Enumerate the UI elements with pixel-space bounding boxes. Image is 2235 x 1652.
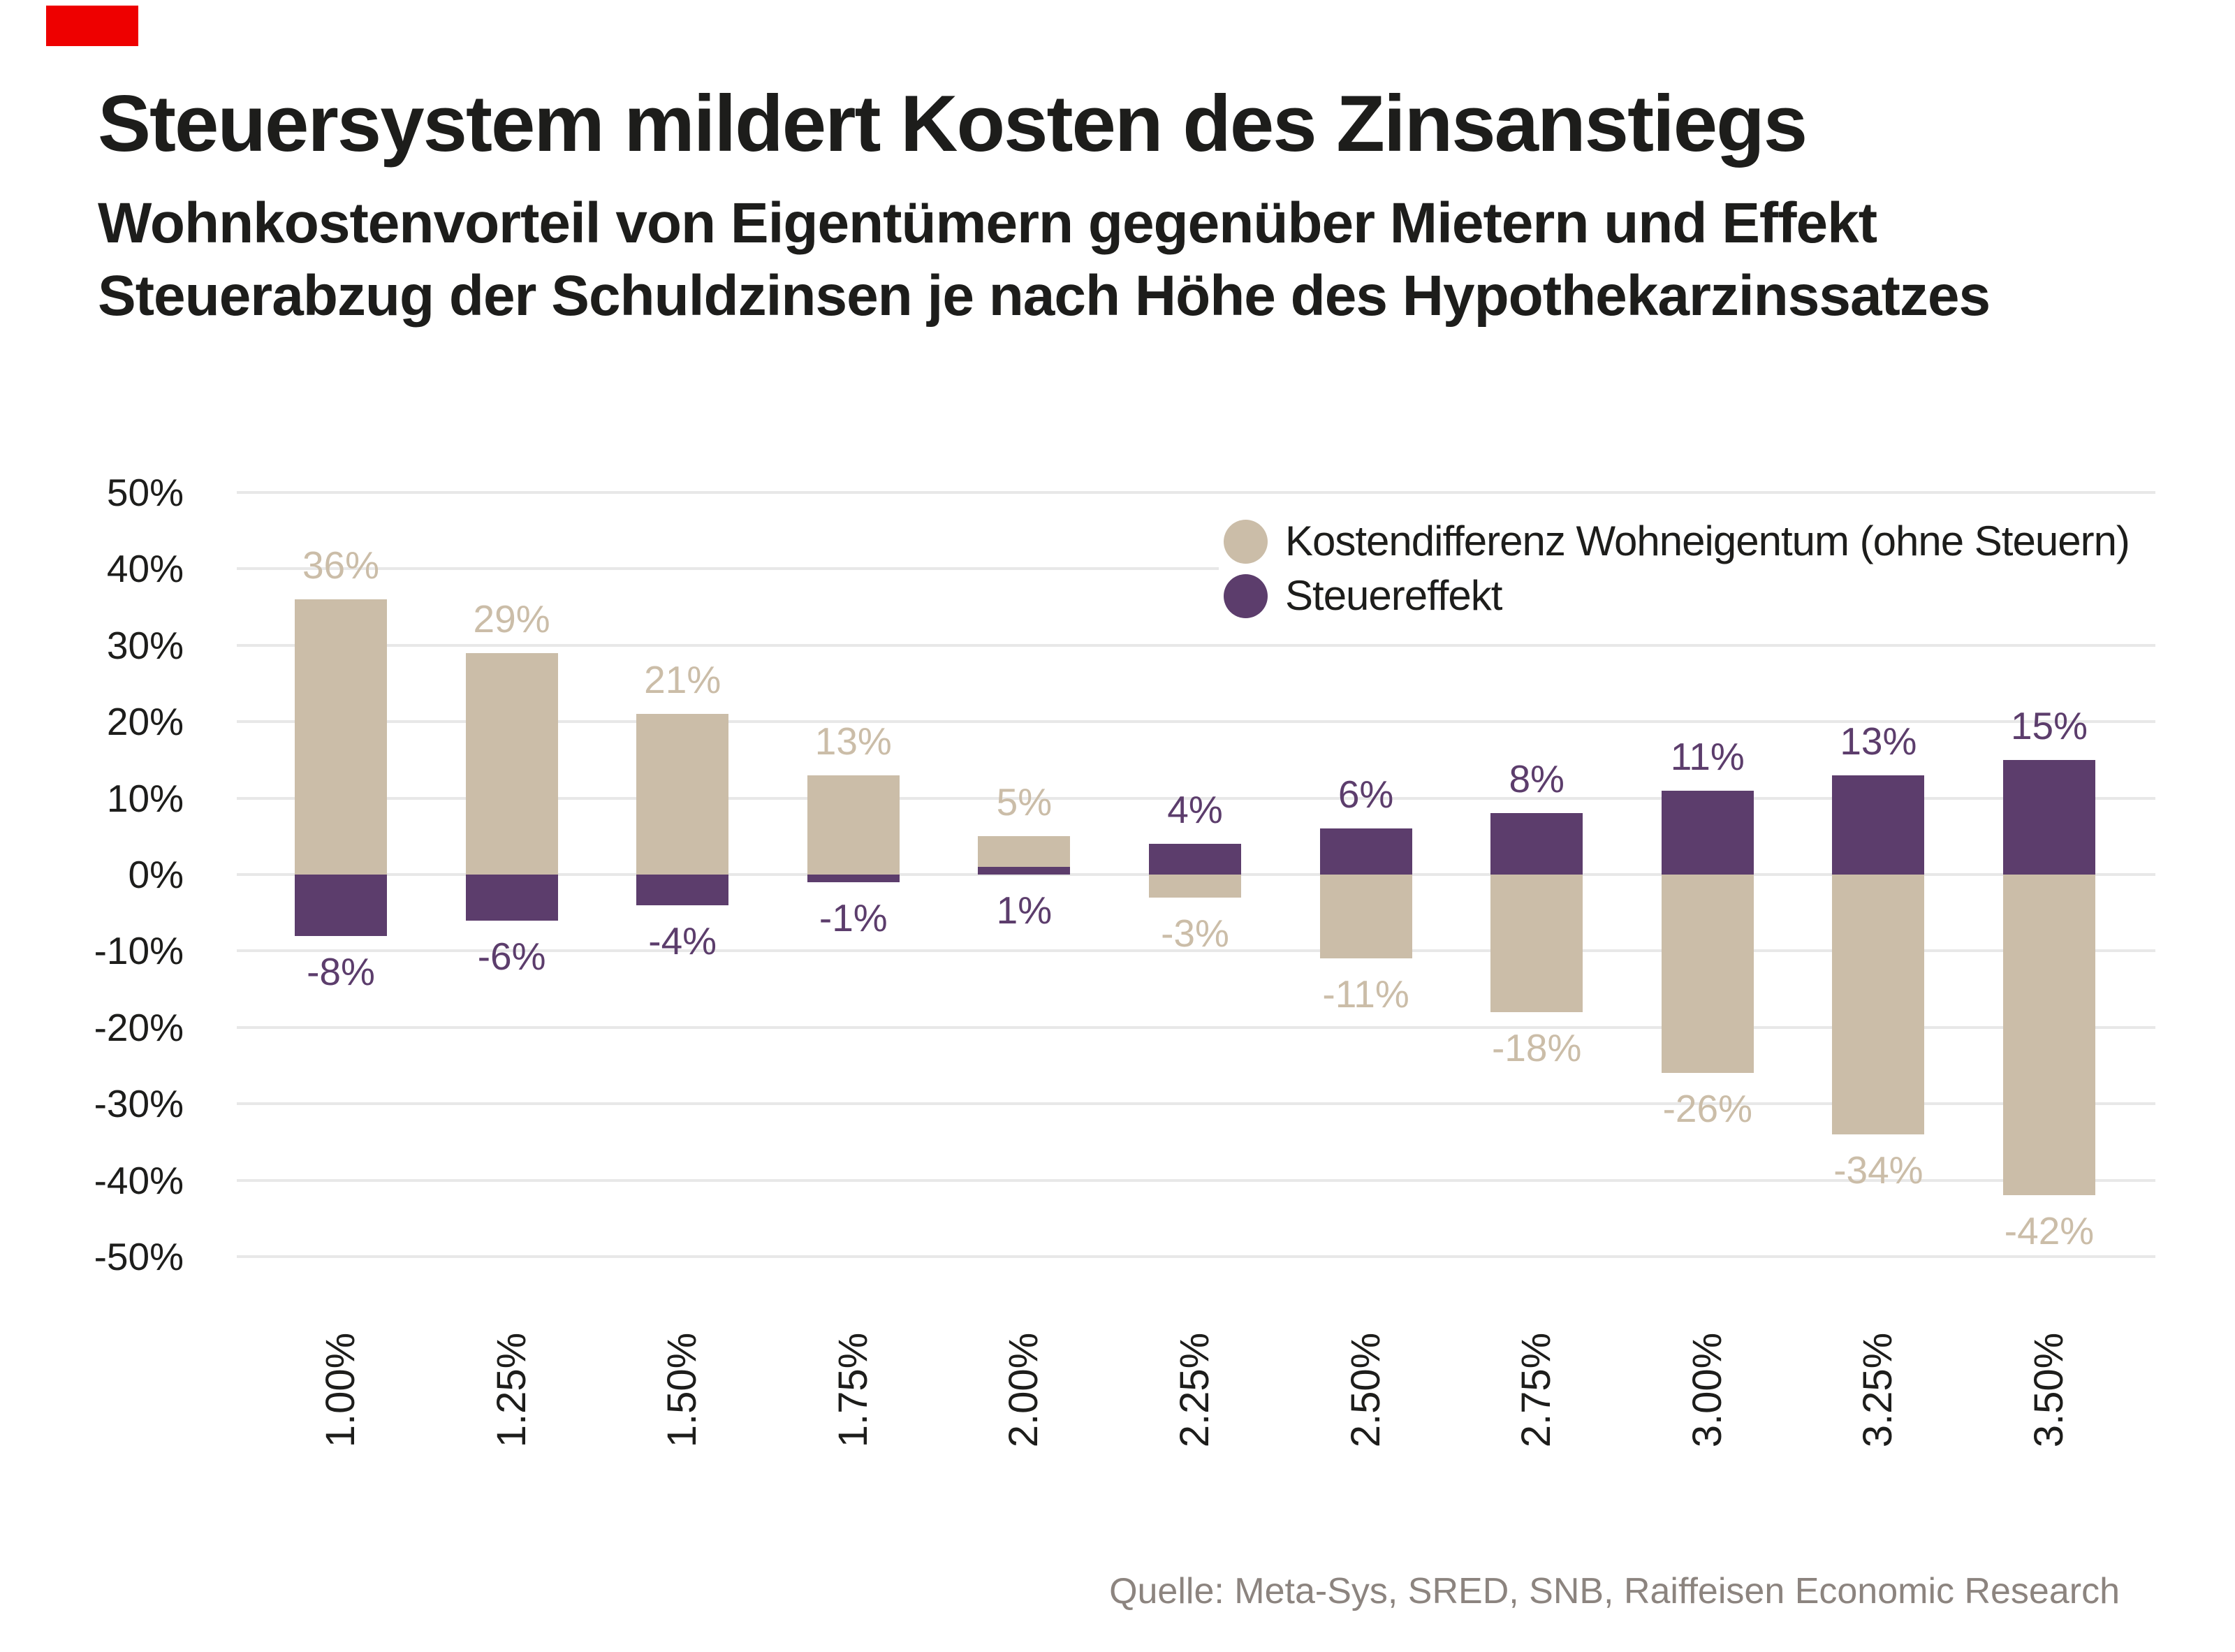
y-axis-label-30%: 30%	[106, 623, 184, 667]
gridline--10%	[237, 949, 2155, 953]
gridline-50%	[237, 491, 2155, 494]
brand-mark	[46, 6, 138, 46]
bar-kostendifferenz-3.50%	[2003, 875, 2095, 1196]
y-axis-label-20%: 20%	[106, 700, 184, 744]
x-axis-label-1.50%: 1.50%	[659, 1332, 705, 1448]
y-axis-label-10%: 10%	[106, 776, 184, 820]
data-label-steuereffekt-1.25%: -6%	[477, 934, 546, 978]
x-axis-label-3.25%: 3.25%	[1855, 1332, 1901, 1448]
bar-steuereffekt-3.00%	[1661, 790, 1754, 875]
gridline-20%	[237, 720, 2155, 724]
y-axis-label--50%: -50%	[94, 1235, 184, 1278]
legend-label-kostendifferenz: Kostendifferenz Wohneigentum (ohne Steue…	[1285, 518, 2130, 564]
legend: Kostendifferenz Wohneigentum (ohne Steue…	[1219, 497, 2155, 636]
data-label-kostendifferenz-1.00%: 36%	[302, 543, 380, 587]
data-label-kostendifferenz-2.50%: -11%	[1322, 972, 1409, 1016]
data-label-steuereffekt-2.25%: 4%	[1167, 788, 1223, 832]
y-axis-label-40%: 40%	[106, 547, 184, 591]
data-label-kostendifferenz-2.25%: -3%	[1161, 911, 1229, 955]
data-label-steuereffekt-3.00%: 11%	[1670, 734, 1745, 778]
x-axis-label-2.00%: 2.00%	[1001, 1332, 1047, 1448]
legend-swatch-kostendifferenz-icon	[1224, 520, 1268, 564]
data-label-steuereffekt-2.50%: 6%	[1338, 773, 1394, 817]
x-axis-label-1.00%: 1.00%	[318, 1332, 363, 1448]
y-axis-label--20%: -20%	[94, 1005, 184, 1049]
x-axis-label-2.75%: 2.75%	[1514, 1332, 1560, 1448]
y-axis-label-0%: 0%	[128, 853, 184, 896]
bar-steuereffekt-2.75%	[1490, 813, 1583, 875]
bar-steuereffekt-1.75%	[807, 875, 900, 882]
y-axis-label--30%: -30%	[94, 1082, 184, 1126]
legend-label-steuereffekt: Steuereffekt	[1285, 572, 1502, 619]
bar-kostendifferenz-3.00%	[1661, 875, 1754, 1074]
y-axis-label-50%: 50%	[106, 471, 184, 514]
x-axis-label-3.00%: 3.00%	[1684, 1332, 1730, 1448]
bar-kostendifferenz-1.00%	[295, 599, 387, 875]
bar-kostendifferenz-3.25%	[1832, 875, 1925, 1134]
data-label-steuereffekt-3.50%: 15%	[2010, 703, 2088, 747]
data-label-kostendifferenz-3.00%: -26%	[1662, 1087, 1752, 1131]
x-axis-label-2.50%: 2.50%	[1342, 1332, 1388, 1448]
data-label-kostendifferenz-2.75%: -18%	[1491, 1025, 1582, 1069]
gridline--40%	[237, 1178, 2155, 1182]
bar-steuereffekt-2.00%	[978, 867, 1071, 875]
data-label-kostendifferenz-3.25%: -34%	[1833, 1148, 1923, 1192]
gridline--20%	[237, 1025, 2155, 1029]
gridline--30%	[237, 1102, 2155, 1106]
bar-steuereffekt-2.25%	[1149, 844, 1241, 875]
gridline-30%	[237, 643, 2155, 647]
x-axis-label-2.25%: 2.25%	[1172, 1332, 1217, 1448]
legend-swatch-steuereffekt-icon	[1224, 574, 1268, 618]
bar-steuereffekt-1.50%	[636, 875, 729, 905]
data-label-steuereffekt-1.00%: -8%	[307, 949, 375, 993]
bar-kostendifferenz-2.50%	[1319, 875, 1412, 959]
bar-kostendifferenz-2.75%	[1490, 875, 1583, 1012]
subtitle-line-1: Wohnkostenvorteil von Eigentümern gegenü…	[98, 191, 1877, 255]
y-axis-label--10%: -10%	[94, 929, 184, 973]
data-label-steuereffekt-3.25%: 13%	[1840, 719, 1917, 763]
data-label-kostendifferenz-1.25%: 29%	[473, 597, 550, 641]
bar-kostendifferenz-1.25%	[465, 652, 558, 875]
y-axis-label--40%: -40%	[94, 1158, 184, 1202]
data-label-steuereffekt-1.50%: -4%	[648, 919, 717, 963]
bar-steuereffekt-1.25%	[465, 875, 558, 921]
x-axis-label-1.75%: 1.75%	[830, 1332, 876, 1448]
data-label-kostendifferenz-2.00%: 5%	[996, 780, 1053, 824]
bar-steuereffekt-1.00%	[295, 875, 387, 936]
page-title: Steuersystem mildert Kosten des Zinsanst…	[98, 80, 1808, 168]
bar-kostendifferenz-1.50%	[636, 714, 729, 875]
x-axis-label-3.50%: 3.50%	[2026, 1332, 2072, 1448]
x-axis-label-1.25%: 1.25%	[488, 1332, 534, 1448]
data-label-steuereffekt-2.75%: 8%	[1509, 757, 1564, 801]
subtitle-line-2: Steuerabzug der Schuldzinsen je nach Höh…	[98, 264, 1991, 328]
source-note: Quelle: Meta-Sys, SRED, SNB, Raiffeisen …	[1109, 1571, 2120, 1611]
gridline-10%	[237, 796, 2155, 800]
gridline--50%	[237, 1255, 2155, 1258]
data-label-kostendifferenz-1.75%: 13%	[814, 719, 892, 763]
bar-kostendifferenz-1.75%	[807, 775, 900, 875]
bar-steuereffekt-3.50%	[2003, 759, 2095, 875]
data-label-kostendifferenz-3.50%: -42%	[2004, 1209, 2095, 1253]
data-label-steuereffekt-1.75%: -1%	[819, 896, 888, 940]
bar-steuereffekt-2.50%	[1319, 828, 1412, 875]
data-label-steuereffekt-2.00%: 1%	[996, 889, 1053, 932]
gridline-40%	[237, 567, 2155, 571]
bar-steuereffekt-3.25%	[1832, 775, 1925, 875]
bar-kostendifferenz-2.25%	[1149, 875, 1241, 898]
data-label-kostendifferenz-1.50%: 21%	[644, 658, 721, 702]
